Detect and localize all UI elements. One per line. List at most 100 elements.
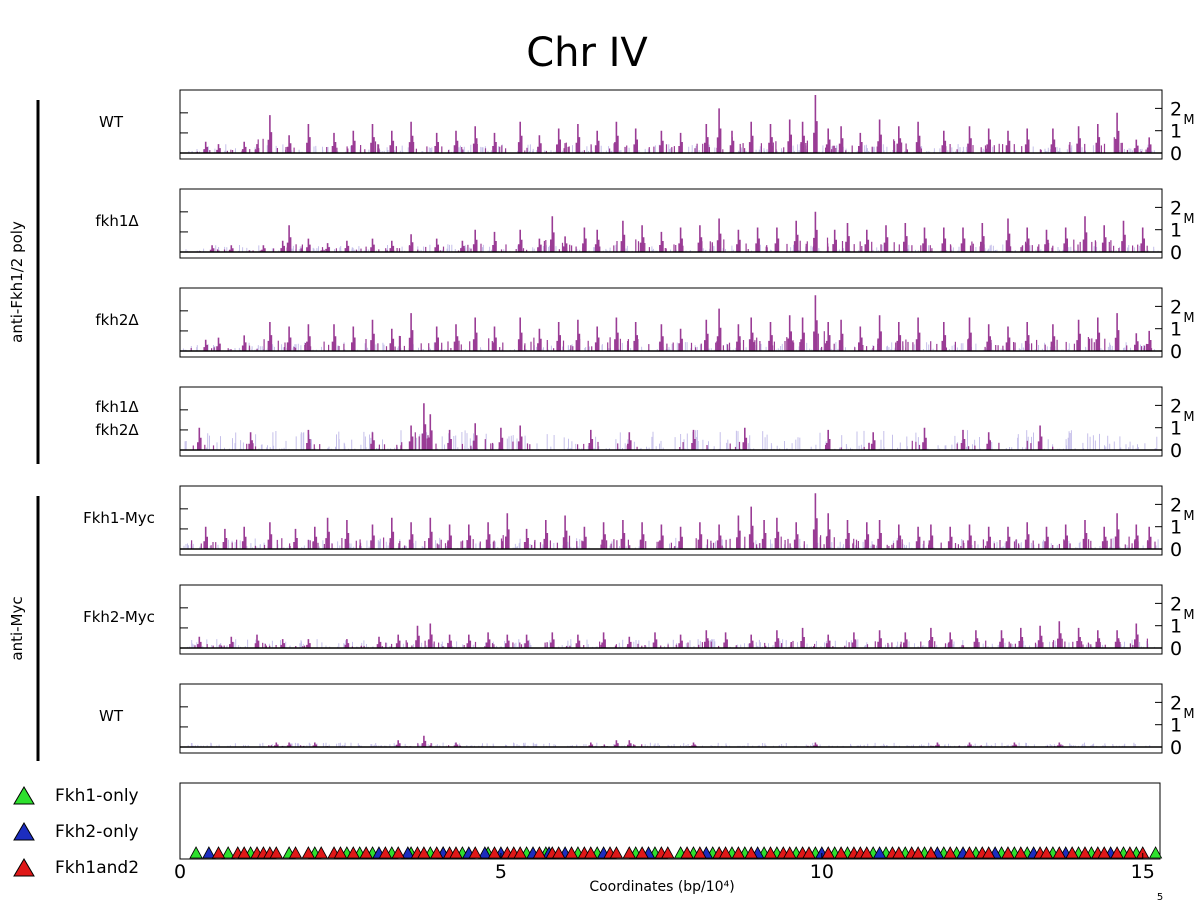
peak-bar <box>588 429 594 450</box>
group-label: anti-Fkh1/2 poly <box>8 221 26 343</box>
peak-bar <box>485 522 491 549</box>
x-axis-title: Coordinates (bp/10⁴) <box>589 879 734 895</box>
track-label: fkh1Δ <box>95 212 139 230</box>
peak-bar <box>453 324 459 351</box>
peak-bar <box>774 630 780 648</box>
peak-bar <box>973 630 979 648</box>
binding-site-marker <box>314 846 328 859</box>
binding-site-marker <box>1065 846 1079 859</box>
y-tick-label: 1 <box>1170 220 1182 242</box>
x-tick-label: 10 <box>810 861 834 883</box>
peak-bar <box>203 526 208 549</box>
binding-site-marker <box>622 846 636 859</box>
binding-site-marker <box>478 846 492 859</box>
y-unit-label: M <box>1183 509 1194 524</box>
peak-bar <box>466 524 472 549</box>
peak-bar <box>825 513 831 549</box>
peak-bar <box>845 223 850 252</box>
peak-bar <box>825 634 831 648</box>
peak-bar <box>986 526 991 549</box>
binding-site-marker <box>1078 846 1092 859</box>
binding-site-marker <box>564 846 579 859</box>
peak-bar <box>800 317 805 351</box>
peak-bar <box>915 526 921 549</box>
y-tick-label: 1 <box>1170 616 1182 638</box>
binding-site-marker <box>802 846 816 859</box>
peak-bar <box>280 240 285 252</box>
peak-bar <box>286 135 292 153</box>
legend-label: Fkh1-only <box>55 786 139 806</box>
peak-bar <box>556 322 561 351</box>
binding-site-marker <box>744 846 758 859</box>
binding-site-marker <box>680 846 694 859</box>
peak-bar <box>999 630 1004 648</box>
binding-site-marker <box>731 846 746 859</box>
group-1: anti-Myc <box>8 496 40 761</box>
peak-bar <box>614 740 619 747</box>
peak-bar <box>370 432 375 450</box>
peak-bar <box>1024 522 1030 549</box>
binding-site-marker <box>378 846 393 859</box>
x-axis: 0 5 10 15 <box>174 853 1155 883</box>
peak-bar <box>203 141 208 153</box>
peak-bar <box>376 636 382 648</box>
peak-bar <box>248 432 253 450</box>
peak-bar <box>1140 227 1145 252</box>
peak-bar <box>928 524 934 549</box>
y-tick-label: 2 <box>1170 692 1182 714</box>
legend-item-1: Fkh2-only <box>13 822 139 842</box>
binding-site-marker <box>532 846 547 859</box>
peak-bar <box>838 126 844 153</box>
y-tick-label: 2 <box>1170 296 1182 318</box>
y-unit-label: M <box>1183 707 1194 722</box>
peak-bar <box>851 632 857 648</box>
peak-bar <box>241 335 247 351</box>
peak-bar <box>428 517 433 549</box>
y-tick-label: 0 <box>1170 440 1182 462</box>
peak-bar <box>870 432 876 450</box>
peak-bar <box>716 524 722 549</box>
peak-bar <box>1134 623 1139 648</box>
peak-bar <box>947 526 953 549</box>
peak-bar <box>883 225 889 252</box>
peak-bar <box>594 229 600 252</box>
peak-bar <box>1063 524 1068 549</box>
peak-bar <box>652 632 658 648</box>
binding-site-marker <box>391 846 405 859</box>
binding-site-marker <box>763 846 778 859</box>
y-tick-label: 1 <box>1170 121 1182 143</box>
peak-bar <box>550 216 555 252</box>
binding-site-marker <box>1039 846 1054 859</box>
peak-bar <box>1134 333 1139 351</box>
binding-site-marker <box>962 846 977 859</box>
y-tick-label: 1 <box>1170 517 1182 539</box>
peak-bar <box>434 326 439 351</box>
legend-label: Fkh2-only <box>55 822 139 842</box>
peak-bar <box>742 427 748 450</box>
peak-bar <box>306 238 311 252</box>
track-label: Fkh2-Myc <box>83 608 155 626</box>
peak-bar <box>659 524 664 549</box>
peak-bar <box>498 427 504 450</box>
peak-bar <box>748 317 754 351</box>
peak-bar <box>197 427 202 450</box>
peak-bar <box>492 231 497 252</box>
track-label: fkh1Δ <box>95 398 139 416</box>
y-tick-label: 0 <box>1170 341 1182 363</box>
y-unit-label: M <box>1183 113 1194 128</box>
peak-bar <box>941 130 947 153</box>
legend-label: Fkh1and2 <box>55 858 139 878</box>
binding-site-marker <box>872 846 887 859</box>
x-tick-label: 0 <box>174 861 186 883</box>
peak-bar <box>678 328 683 351</box>
track-frame <box>179 683 1163 754</box>
track-frame <box>179 386 1163 457</box>
peak-bar <box>1037 425 1043 450</box>
peak-bar <box>627 636 632 648</box>
peak-bar <box>633 322 638 351</box>
peak-bar <box>575 634 581 648</box>
binding-site-marker <box>1123 846 1137 859</box>
binding-site-marker <box>401 846 415 859</box>
peak-bar <box>774 227 780 252</box>
